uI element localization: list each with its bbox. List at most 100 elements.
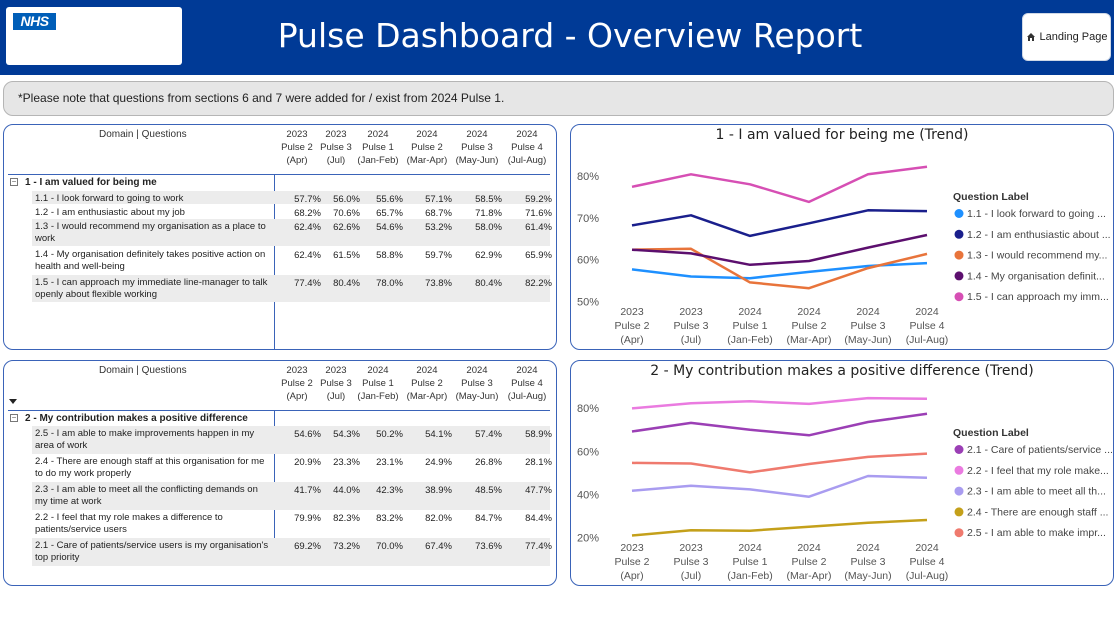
table-row[interactable]: 2.4 - There are enough staff at this org… <box>4 454 556 482</box>
group-row[interactable]: − 1 - I am valued for being me <box>4 176 556 190</box>
column-header-4[interactable]: 2024 Pulse 3 (May-Jun) <box>452 128 502 167</box>
column-header-line: 2024 <box>416 129 438 140</box>
question-label: 2.4 - There are enough staff at this org… <box>35 456 265 479</box>
table-row[interactable]: 1.2 - I am enthusiastic about my job 68.2… <box>4 205 556 219</box>
value-cell: 68.2% <box>294 208 321 219</box>
value-cell: 67.4% <box>425 541 452 552</box>
landing-page-button[interactable]: Landing Page <box>1022 13 1111 61</box>
column-header-1[interactable]: 2023 Pulse 3 (Jul) <box>311 364 361 403</box>
column-header-line: 2024 <box>466 129 488 140</box>
x-tick-label: (Jul) <box>681 334 701 346</box>
value-cell: 62.9% <box>475 250 502 261</box>
nhs-logo: NHS <box>13 13 56 30</box>
group-row[interactable]: − 2 - My contribution makes a positive d… <box>4 412 556 426</box>
column-header-2[interactable]: 2024 Pulse 1 (Jan-Feb) <box>353 364 403 403</box>
x-tick-label: Pulse 2 <box>614 556 649 568</box>
column-header-1[interactable]: 2023 Pulse 3 (Jul) <box>311 128 361 167</box>
x-tick-label: 2023 <box>620 542 644 554</box>
table-row[interactable]: 2.5 - I am able to make improvements hap… <box>32 426 552 454</box>
legend-marker <box>954 528 964 538</box>
x-tick-label: (May-Jun) <box>844 570 891 582</box>
sort-desc-icon[interactable] <box>9 399 17 404</box>
column-header-0[interactable]: 2023 Pulse 2 (Apr) <box>272 128 322 167</box>
column-header-line: 2023 <box>286 129 308 140</box>
table-row[interactable]: 2.2 - I feel that my role makes a differ… <box>4 510 556 538</box>
x-tick-label: 2024 <box>915 542 939 554</box>
value-cell: 23.3% <box>333 457 360 468</box>
column-header-domain-questions[interactable]: Domain | Questions <box>99 365 187 376</box>
value-cell: 23.1% <box>376 457 403 468</box>
x-tick-label: Pulse 1 <box>732 556 767 568</box>
column-header-4[interactable]: 2024 Pulse 3 (May-Jun) <box>452 364 502 403</box>
column-header-line: 2024 <box>466 365 488 376</box>
value-cell: 62.4% <box>294 222 321 233</box>
legend-label: 2.1 - Care of patients/service ... <box>967 444 1113 456</box>
x-tick-label: 2023 <box>679 542 703 554</box>
trend-chart-2[interactable]: 20% 40% 60% 80% 2023 Pulse 2 (Apr) 2023 Pulse 3 (… <box>571 361 1114 586</box>
column-header-line: Pulse 2 <box>411 142 443 153</box>
column-header-line: (Jan-Feb) <box>357 155 399 166</box>
series-line <box>631 474 928 498</box>
column-header-domain-questions[interactable]: Domain | Questions <box>99 129 187 140</box>
value-cell: 61.5% <box>333 250 360 261</box>
value-cell: 65.9% <box>525 250 552 261</box>
table-row[interactable]: 1.3 - I would recommend my organisation … <box>32 219 552 246</box>
column-header-line: (May-Jun) <box>455 391 499 402</box>
column-header-line: Pulse 4 <box>511 142 543 153</box>
info-note: *Please note that questions from section… <box>3 81 1114 116</box>
trend-chart-panel-2: 2 - My contribution makes a positive dif… <box>570 360 1114 586</box>
x-tick-label: Pulse 2 <box>614 320 649 332</box>
column-header-line: (Apr) <box>286 155 308 166</box>
value-cell: 20.9% <box>294 457 321 468</box>
series-line <box>631 233 928 267</box>
group-label: 1 - I am valued for being me <box>25 177 157 188</box>
collapse-icon[interactable]: − <box>10 413 18 422</box>
table-row[interactable]: 1.4 - My organisation definitely takes p… <box>4 247 556 274</box>
trend-chart-1[interactable]: 50% 60% 70% 80% 2023 Pulse 2 (Apr) 2023 Pulse 3 (… <box>571 125 1114 350</box>
series-line <box>631 452 928 474</box>
value-cell: 54.3% <box>333 429 360 440</box>
question-label: 2.3 - I am able to meet all the conflict… <box>35 484 258 507</box>
column-header-5[interactable]: 2024 Pulse 4 (Jul-Aug) <box>502 364 552 403</box>
x-tick-label: 2023 <box>620 306 644 318</box>
series-line <box>631 518 928 537</box>
value-cell: 73.6% <box>475 541 502 552</box>
x-tick-label: (Apr) <box>620 334 643 346</box>
question-label: 2.1 - Care of patients/service users is … <box>35 540 269 563</box>
value-cell: 65.7% <box>376 208 403 219</box>
value-cell: 47.7% <box>525 485 552 496</box>
x-tick-label: (Jul-Aug) <box>906 570 949 582</box>
y-tick-label: 60% <box>577 255 599 267</box>
collapse-icon[interactable]: − <box>10 177 18 186</box>
y-tick-label: 50% <box>577 297 599 309</box>
table-row[interactable]: 1.1 - I look forward to going to work 57.… <box>32 191 552 205</box>
legend-title: Question Label <box>953 427 1029 439</box>
value-cell: 58.5% <box>475 194 502 205</box>
column-header-0[interactable]: 2023 Pulse 2 (Apr) <box>272 364 322 403</box>
legend-marker <box>954 209 964 218</box>
value-cell: 57.1% <box>425 194 452 205</box>
column-header-3[interactable]: 2024 Pulse 2 (Mar-Apr) <box>402 364 452 403</box>
column-header-2[interactable]: 2024 Pulse 1 (Jan-Feb) <box>353 128 403 167</box>
column-header-line: (Jul-Aug) <box>507 391 547 402</box>
column-header-line: 2024 <box>416 365 438 376</box>
question-label: 2.5 - I am able to make improvements hap… <box>35 428 255 451</box>
table-row[interactable]: 2.1 - Care of patients/service users is … <box>32 538 552 566</box>
series-line <box>631 209 928 238</box>
x-tick-label: Pulse 4 <box>909 556 944 568</box>
table-row[interactable]: 2.3 - I am able to meet all the conflict… <box>32 482 552 510</box>
column-header-5[interactable]: 2024 Pulse 4 (Jul-Aug) <box>502 128 552 167</box>
logo-panel: NHS <box>6 7 182 65</box>
table-panel-domain-2: Domain | Questions 2023 Pulse 2 (Apr) 2023 P… <box>3 360 557 586</box>
x-tick-label: Pulse 1 <box>732 320 767 332</box>
value-cell: 73.8% <box>425 278 452 289</box>
table-panel-domain-1: Domain | Questions 2023 Pulse 2 (Apr) 2023 P… <box>3 124 557 350</box>
x-tick-label: Pulse 3 <box>673 320 708 332</box>
table-row[interactable]: 1.5 - I can approach my immediate line-m… <box>32 275 552 302</box>
column-header-line: Pulse 1 <box>362 378 394 389</box>
column-header-line: (Jul) <box>326 391 346 402</box>
column-header-line: Pulse 1 <box>362 142 394 153</box>
value-cell: 79.9% <box>294 513 321 524</box>
x-tick-label: (Jan-Feb) <box>727 334 773 346</box>
column-header-3[interactable]: 2024 Pulse 2 (Mar-Apr) <box>402 128 452 167</box>
